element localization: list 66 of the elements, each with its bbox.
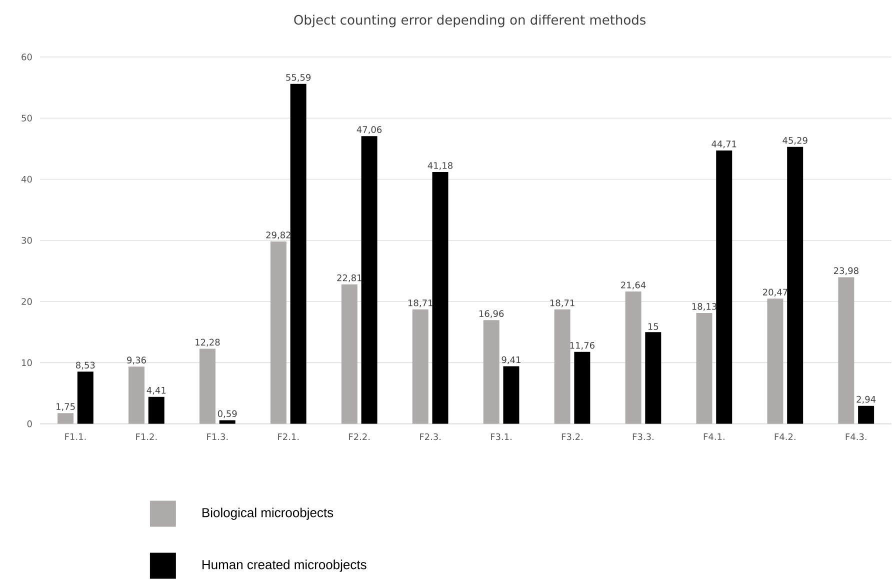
x-tick-label: F3.1. xyxy=(490,433,512,440)
x-tick-label: F1.3. xyxy=(207,433,228,440)
data-label: 4,41 xyxy=(146,387,166,395)
bar xyxy=(838,277,854,424)
x-tick-label: F1.2. xyxy=(136,433,157,440)
data-label: 12,28 xyxy=(196,338,220,347)
x-tick-label: F1.1. xyxy=(65,433,86,440)
bar xyxy=(128,366,145,424)
bar xyxy=(554,310,570,424)
x-tick-label: F2.1. xyxy=(278,433,299,440)
legend-label: Biological microobjects xyxy=(202,508,334,520)
y-tick-label: 0 xyxy=(27,420,32,428)
data-label: 15 xyxy=(648,323,658,330)
data-label: 1,75 xyxy=(56,403,75,412)
legend-label: Human created microobjects xyxy=(202,560,366,572)
data-label: 23,98 xyxy=(834,267,858,276)
x-tick-label: F2.3. xyxy=(420,433,441,440)
chart-title: Object counting error depending on different methods xyxy=(294,14,646,28)
x-tick-label: F3.2. xyxy=(562,433,582,440)
x-tick-label: F3.3. xyxy=(632,433,654,440)
bar xyxy=(625,292,642,424)
y-tick-label: 50 xyxy=(22,114,32,122)
bar xyxy=(58,413,74,424)
data-label: 45,29 xyxy=(782,137,808,145)
bar xyxy=(503,366,520,424)
data-label: 16,96 xyxy=(479,310,504,318)
data-label: 0,59 xyxy=(218,410,237,418)
x-tick-label: F4.3. xyxy=(846,433,866,440)
bar xyxy=(219,420,236,424)
bar xyxy=(574,352,590,424)
bar xyxy=(148,396,164,424)
data-label: 21,64 xyxy=(621,282,646,290)
bar xyxy=(787,147,804,424)
x-tick-label: F2.2. xyxy=(349,433,370,440)
y-tick-label: 40 xyxy=(21,176,32,183)
data-label: 18,71 xyxy=(550,300,574,308)
bar xyxy=(645,332,662,424)
bar xyxy=(341,284,358,424)
data-label: 11,76 xyxy=(570,342,594,350)
bar xyxy=(270,242,286,424)
bar xyxy=(483,320,500,424)
bar xyxy=(716,150,732,424)
data-label: 44,71 xyxy=(712,140,736,148)
x-tick-label: F4.1. xyxy=(704,433,724,440)
data-label: 2,94 xyxy=(856,396,876,404)
bar xyxy=(77,372,94,424)
data-label: 29,82 xyxy=(266,232,290,240)
y-tick-label: 10 xyxy=(22,359,32,366)
data-label: 8,53 xyxy=(76,362,95,370)
data-label: 47,06 xyxy=(356,126,382,134)
bar xyxy=(199,348,216,424)
y-tick-label: 20 xyxy=(22,298,32,306)
data-label: 41,18 xyxy=(428,162,453,170)
y-tick-label: 60 xyxy=(22,54,32,60)
bar xyxy=(290,84,306,424)
bar xyxy=(412,310,428,424)
data-label: 55,59 xyxy=(286,74,311,82)
data-label: 9,41 xyxy=(502,356,520,364)
bar xyxy=(858,406,874,424)
x-tick-label: F4.2. xyxy=(774,433,796,440)
bar xyxy=(767,298,784,424)
data-label: 9,36 xyxy=(127,356,146,365)
bar xyxy=(361,136,378,424)
y-tick-label: 30 xyxy=(22,237,32,244)
bar xyxy=(696,313,712,424)
bar xyxy=(432,172,448,424)
